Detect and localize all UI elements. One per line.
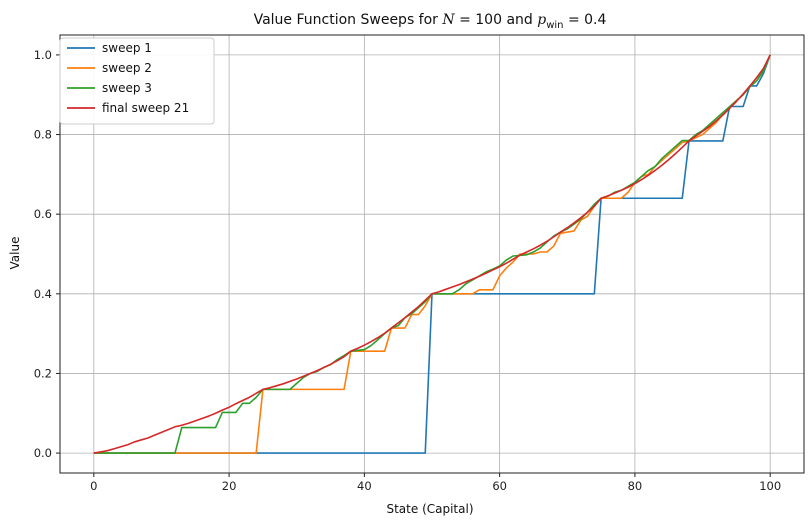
axis-ticks: 0 20 40 60 80 100 0.0 0.2 0.4 0.6 0.8 1.0	[34, 48, 781, 493]
y-tick-label: 0.8	[34, 128, 52, 142]
y-tick-label: 0.0	[34, 446, 52, 460]
y-tick-label: 0.2	[34, 366, 52, 380]
x-tick-label: 80	[628, 479, 643, 493]
x-axis-label: State (Capital)	[386, 502, 473, 516]
series-line-4	[93, 54, 771, 454]
legend-frame	[59, 37, 215, 125]
legend: sweep 1 sweep 2 sweep 3 final sweep 21	[59, 37, 215, 125]
x-tick-label: 0	[90, 479, 97, 493]
x-tick-label: 60	[492, 479, 507, 493]
series-line-2	[93, 54, 771, 454]
legend-label-4: final sweep 21	[102, 101, 189, 115]
y-axis-label: Value	[8, 237, 22, 270]
legend-label-3: sweep 3	[102, 81, 152, 95]
x-tick-label: 40	[357, 479, 372, 493]
x-tick-label: 20	[222, 479, 237, 493]
chart-title: Value Function Sweeps for N = 100 and pw…	[254, 12, 607, 31]
legend-label-2: sweep 2	[102, 61, 152, 75]
legend-label-1: sweep 1	[102, 41, 152, 55]
y-tick-label: 0.4	[34, 287, 52, 301]
x-tick-label: 100	[759, 479, 781, 493]
y-tick-label: 1.0	[34, 48, 52, 62]
y-tick-label: 0.6	[34, 207, 52, 221]
plot-area-frame	[59, 34, 805, 474]
series-lines	[93, 54, 771, 454]
